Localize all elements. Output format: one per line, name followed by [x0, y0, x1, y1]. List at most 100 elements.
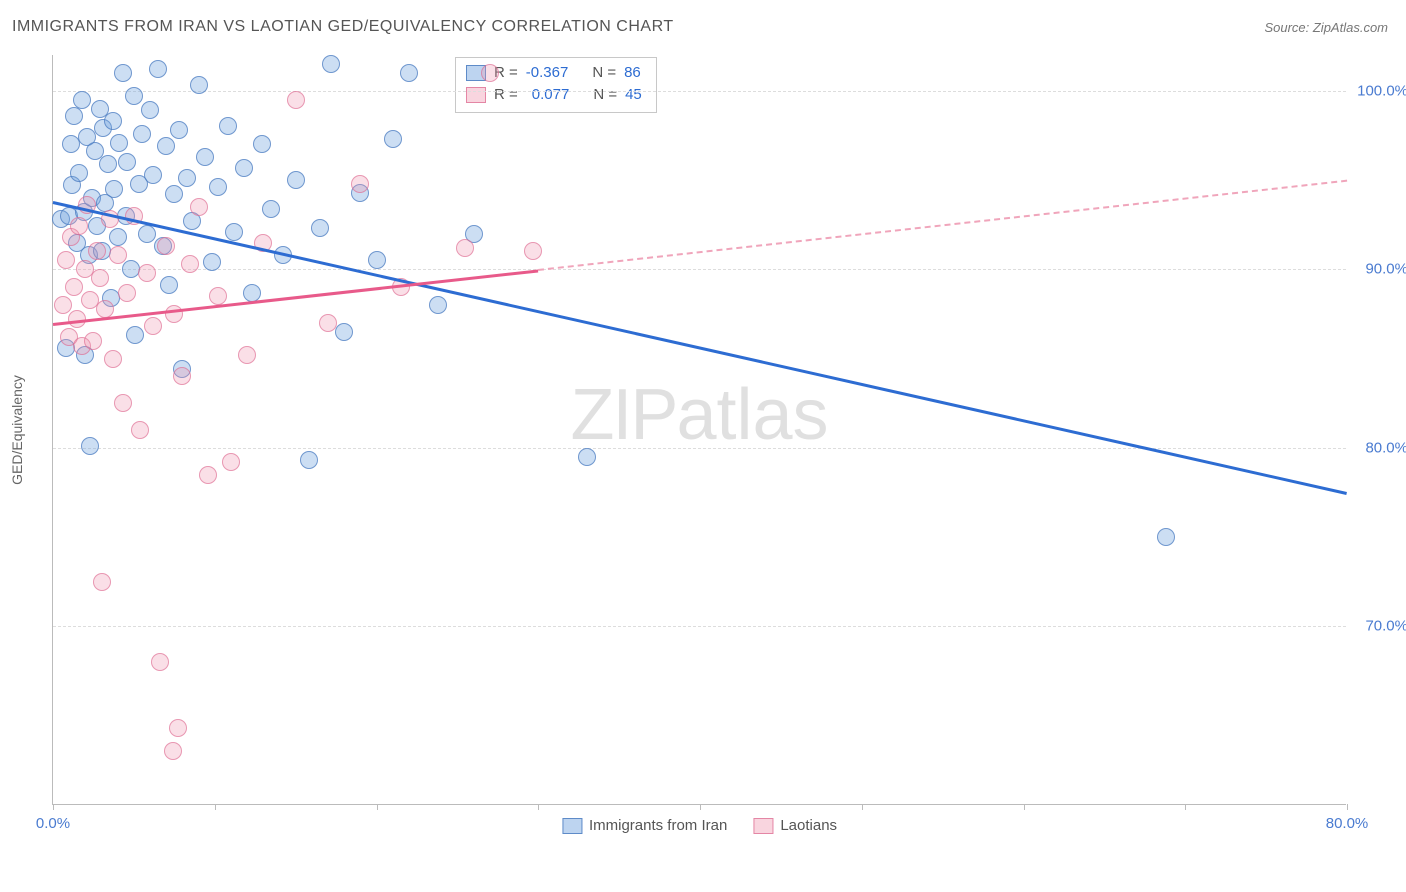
scatter-point-laotians: [138, 264, 156, 282]
swatch-pink-icon: [466, 87, 486, 103]
scatter-point-laotians: [157, 237, 175, 255]
scatter-point-iran: [311, 219, 329, 237]
legend-row-laotians: R = 0.077 N = 45: [466, 84, 642, 106]
scatter-point-laotians: [287, 91, 305, 109]
scatter-point-iran: [429, 296, 447, 314]
scatter-point-laotians: [118, 284, 136, 302]
r-value-iran: -0.367: [526, 62, 569, 84]
legend-label-laotians: Laotians: [780, 817, 837, 834]
scatter-point-laotians: [131, 421, 149, 439]
scatter-point-laotians: [109, 246, 127, 264]
x-tick: [538, 804, 539, 810]
scatter-point-iran: [287, 171, 305, 189]
scatter-point-iran: [368, 251, 386, 269]
scatter-point-iran: [118, 153, 136, 171]
scatter-point-laotians: [114, 394, 132, 412]
x-tick: [862, 804, 863, 810]
scatter-point-iran: [110, 134, 128, 152]
swatch-blue-icon: [562, 818, 582, 834]
scatter-point-iran: [1157, 528, 1175, 546]
scatter-point-laotians: [151, 653, 169, 671]
scatter-point-iran: [178, 169, 196, 187]
y-tick-label: 80.0%: [1352, 439, 1406, 456]
scatter-point-iran: [104, 112, 122, 130]
scatter-point-laotians: [144, 317, 162, 335]
scatter-point-iran: [141, 101, 159, 119]
scatter-point-laotians: [165, 305, 183, 323]
scatter-point-iran: [70, 164, 88, 182]
scatter-point-iran: [190, 76, 208, 94]
scatter-point-iran: [133, 125, 151, 143]
scatter-point-laotians: [238, 346, 256, 364]
watermark-atlas: atlas: [676, 375, 828, 455]
scatter-point-laotians: [96, 300, 114, 318]
scatter-point-laotians: [351, 175, 369, 193]
scatter-point-laotians: [169, 719, 187, 737]
x-tick: [700, 804, 701, 810]
x-tick: [1347, 804, 1348, 810]
scatter-point-iran: [144, 166, 162, 184]
scatter-point-iran: [105, 180, 123, 198]
scatter-point-iran: [109, 228, 127, 246]
scatter-point-laotians: [57, 251, 75, 269]
scatter-point-laotians: [209, 287, 227, 305]
legend-item-laotians: Laotians: [753, 817, 837, 834]
scatter-point-laotians: [84, 332, 102, 350]
n-label: N =: [592, 62, 616, 84]
scatter-point-iran: [243, 284, 261, 302]
source-attribution: Source: ZipAtlas.com: [1264, 20, 1388, 35]
scatter-point-laotians: [190, 198, 208, 216]
scatter-point-iran: [160, 276, 178, 294]
scatter-point-iran: [335, 323, 353, 341]
scatter-point-laotians: [181, 255, 199, 273]
scatter-point-laotians: [65, 278, 83, 296]
trendline-laotians-extrapolated: [538, 180, 1347, 271]
chart-title: IMMIGRANTS FROM IRAN VS LAOTIAN GED/EQUI…: [12, 18, 674, 36]
scatter-point-laotians: [164, 742, 182, 760]
scatter-point-iran: [165, 185, 183, 203]
scatter-point-laotians: [54, 296, 72, 314]
y-tick-label: 100.0%: [1352, 82, 1406, 99]
scatter-point-iran: [203, 253, 221, 271]
legend-series: Immigrants from Iran Laotians: [562, 817, 837, 834]
x-tick: [215, 804, 216, 810]
x-tick-label: 0.0%: [36, 815, 70, 832]
scatter-point-iran: [578, 448, 596, 466]
scatter-point-iran: [400, 64, 418, 82]
x-tick: [377, 804, 378, 810]
x-tick: [1024, 804, 1025, 810]
scatter-point-laotians: [93, 573, 111, 591]
gridline: [53, 626, 1346, 627]
scatter-point-iran: [384, 130, 402, 148]
x-tick: [1185, 804, 1186, 810]
y-axis-label: GED/Equivalency: [9, 375, 25, 485]
scatter-point-laotians: [173, 367, 191, 385]
n-value-laotians: 45: [625, 84, 642, 106]
scatter-point-laotians: [88, 242, 106, 260]
scatter-point-iran: [65, 107, 83, 125]
scatter-point-laotians: [222, 453, 240, 471]
x-tick-label: 80.0%: [1326, 815, 1369, 832]
scatter-point-iran: [209, 178, 227, 196]
scatter-point-iran: [225, 223, 243, 241]
scatter-point-iran: [125, 87, 143, 105]
scatter-point-laotians: [91, 269, 109, 287]
r-value-laotians: 0.077: [526, 84, 570, 106]
scatter-point-laotians: [319, 314, 337, 332]
scatter-point-iran: [262, 200, 280, 218]
swatch-pink-icon: [753, 818, 773, 834]
scatter-point-laotians: [481, 64, 499, 82]
gridline: [53, 91, 1346, 92]
scatter-point-iran: [114, 64, 132, 82]
watermark: ZIPatlas: [570, 374, 828, 456]
scatter-point-laotians: [524, 242, 542, 260]
scatter-point-iran: [235, 159, 253, 177]
scatter-point-laotians: [104, 350, 122, 368]
x-tick: [53, 804, 54, 810]
scatter-point-laotians: [199, 466, 217, 484]
scatter-point-iran: [253, 135, 271, 153]
gridline: [53, 269, 1346, 270]
scatter-point-laotians: [70, 217, 88, 235]
scatter-point-iran: [170, 121, 188, 139]
scatter-point-laotians: [456, 239, 474, 257]
